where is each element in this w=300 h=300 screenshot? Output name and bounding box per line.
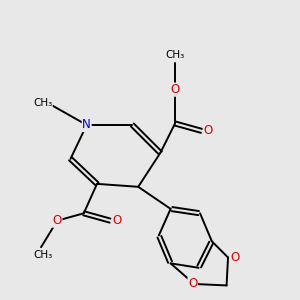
Text: CH₃: CH₃ xyxy=(33,250,52,260)
Text: O: O xyxy=(52,214,62,227)
Text: CH₃: CH₃ xyxy=(33,98,52,108)
Text: O: O xyxy=(203,124,213,137)
Text: O: O xyxy=(188,278,197,290)
Text: O: O xyxy=(170,83,180,96)
Text: N: N xyxy=(82,118,91,131)
Text: O: O xyxy=(230,251,239,264)
Text: CH₃: CH₃ xyxy=(165,50,185,60)
Text: O: O xyxy=(112,214,122,227)
